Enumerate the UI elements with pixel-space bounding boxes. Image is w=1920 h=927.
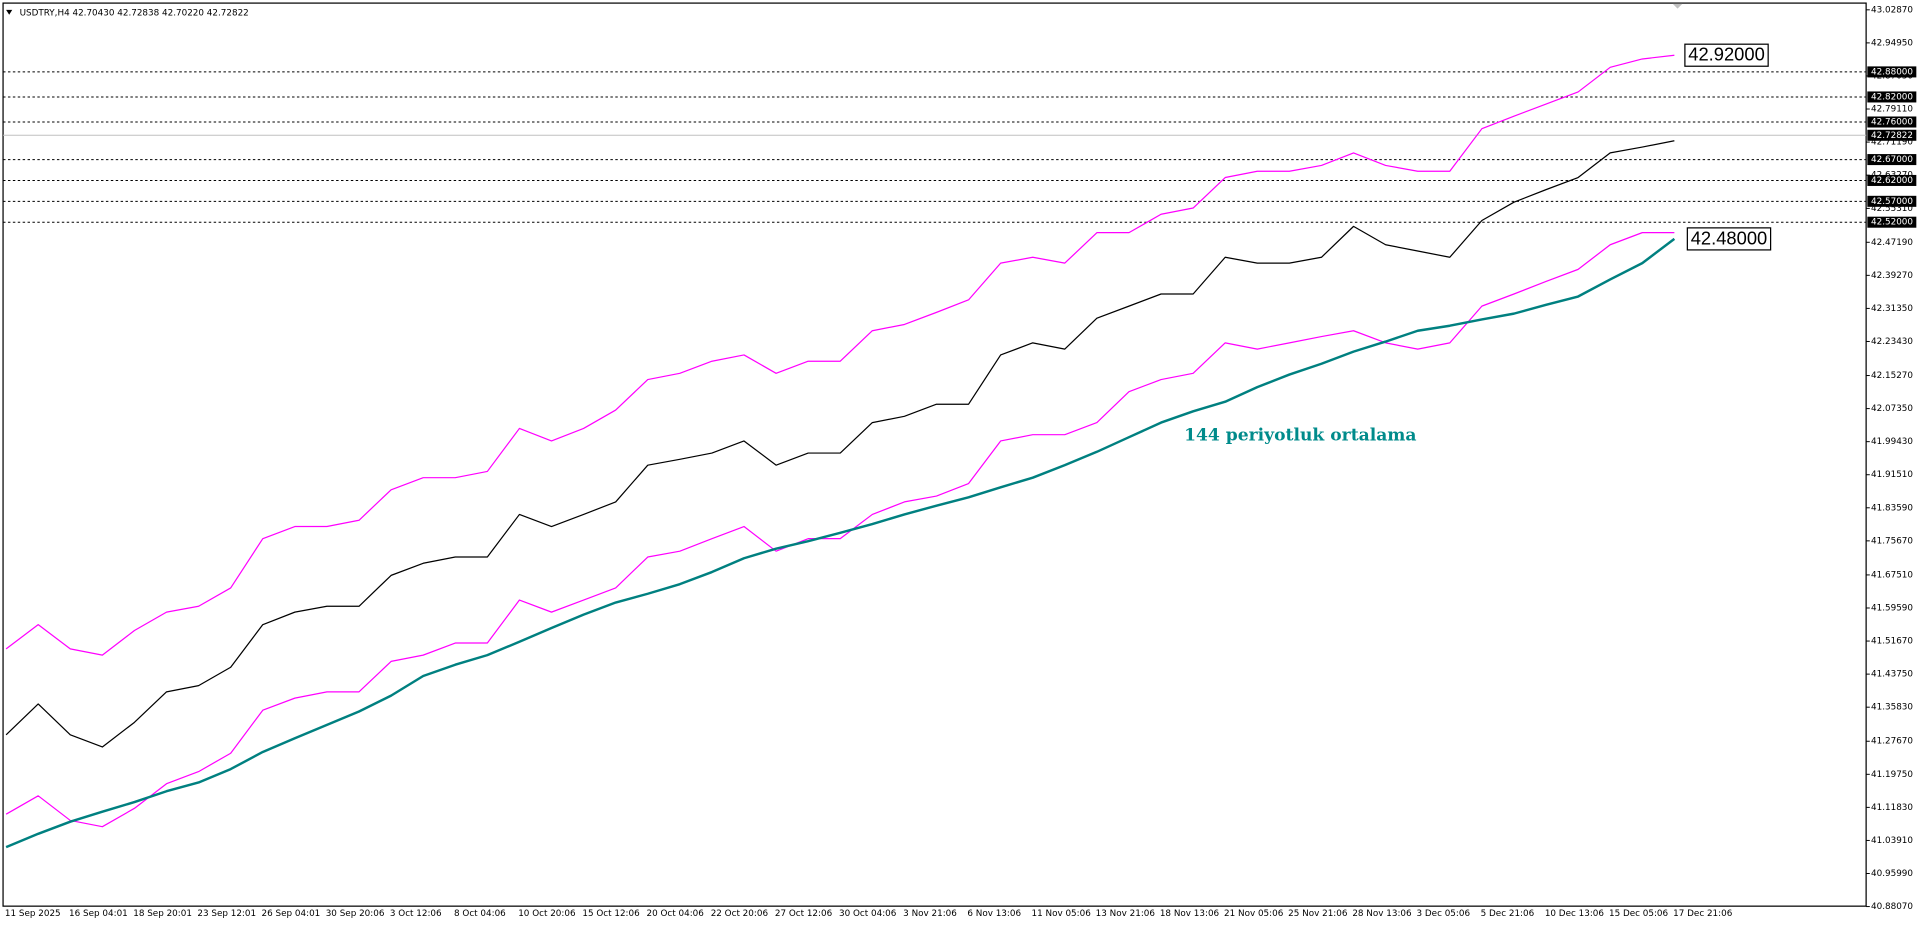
x-tick-label: 22 Oct 20:06 [711, 909, 769, 919]
y-tick-label: 41.03910 [1871, 836, 1913, 846]
y-tick-label: 40.88070 [1871, 902, 1913, 912]
y-tick-label: 40.95990 [1871, 869, 1913, 879]
x-tick-label: 30 Oct 04:06 [839, 909, 897, 919]
series-line [5, 54, 1675, 656]
series-line [5, 237, 1676, 849]
y-tick-label: 41.43750 [1871, 670, 1913, 680]
shift-marker [1672, 3, 1683, 9]
y-tick-label: 42.71190 [1871, 138, 1913, 148]
x-tick-label: 26 Sep 04:01 [262, 909, 321, 919]
x-tick-label: 8 Oct 04:06 [454, 909, 506, 919]
last-price-tag [1867, 129, 1917, 141]
price-box [1686, 227, 1772, 251]
symbol-menu-arrow[interactable] [6, 9, 13, 15]
level-tag [1867, 116, 1917, 128]
series-line [5, 232, 1675, 828]
x-tick-label: 6 Nov 13:06 [967, 909, 1021, 919]
x-tick-label: 15 Oct 12:06 [582, 909, 640, 919]
x-tick-label: 16 Sep 04:01 [69, 909, 128, 919]
x-tick-label: 10 Dec 13:06 [1545, 909, 1605, 919]
x-tick-label: 11 Sep 2025 [5, 909, 61, 919]
x-tick-label: 3 Dec 05:06 [1416, 909, 1470, 919]
x-tick-label: 18 Nov 13:06 [1160, 909, 1220, 919]
y-tick-label: 42.07350 [1871, 404, 1913, 414]
x-tick-label: 21 Nov 05:06 [1224, 909, 1284, 919]
y-tick-label: 42.31350 [1871, 304, 1913, 314]
y-tick-label: 42.15270 [1871, 371, 1913, 381]
plot-frame [2, 2, 1867, 907]
y-tick-label: 41.59590 [1871, 603, 1913, 613]
x-tick-label: 28 Nov 13:06 [1352, 909, 1412, 919]
y-tick-label: 42.55310 [1871, 204, 1913, 214]
level-tag [1867, 174, 1917, 186]
last-price-label: 42.72822 [1871, 131, 1913, 141]
level-label: 42.52000 [1871, 218, 1913, 228]
ma-annotation: 144 periyotluk ortalama [1184, 425, 1416, 445]
y-tick-label: 42.47190 [1871, 238, 1913, 248]
y-tick-label: 41.83590 [1871, 503, 1913, 513]
y-tick-label: 41.35830 [1871, 703, 1913, 713]
level-tag [1867, 154, 1917, 166]
x-tick-label: 3 Nov 21:06 [903, 909, 957, 919]
x-tick-label: 30 Sep 20:06 [326, 909, 385, 919]
x-tick-label: 10 Oct 20:06 [518, 909, 576, 919]
price-box [1684, 43, 1769, 67]
y-tick-label: 42.94950 [1871, 38, 1913, 48]
level-label: 42.76000 [1871, 118, 1913, 128]
y-tick-label: 42.39270 [1871, 271, 1913, 281]
y-tick-label: 42.79110 [1871, 105, 1913, 115]
y-tick-label: 41.19750 [1871, 770, 1913, 780]
y-tick-label: 42.23430 [1871, 337, 1913, 347]
level-label: 42.57000 [1871, 197, 1913, 207]
level-tag [1867, 91, 1917, 103]
x-tick-label: 5 Dec 21:06 [1481, 909, 1535, 919]
x-tick-label: 15 Dec 05:06 [1609, 909, 1669, 919]
y-tick-label: 41.99430 [1871, 437, 1913, 447]
y-tick-label: 41.75670 [1871, 536, 1913, 546]
level-tag [1867, 66, 1917, 78]
level-label: 42.62000 [1871, 176, 1913, 186]
x-tick-label: 13 Nov 21:06 [1096, 909, 1156, 919]
y-tick-label: 41.51670 [1871, 637, 1913, 647]
level-tag [1867, 195, 1917, 207]
x-tick-label: 18 Sep 20:01 [133, 909, 192, 919]
y-tick-label: 41.91510 [1871, 470, 1913, 480]
level-label: 42.88000 [1871, 67, 1913, 77]
x-tick-label: 23 Sep 12:01 [197, 909, 256, 919]
x-tick-label: 11 Nov 05:06 [1032, 909, 1092, 919]
level-tag [1867, 216, 1917, 228]
x-tick-label: 3 Oct 12:06 [390, 909, 442, 919]
x-tick-label: 25 Nov 21:06 [1288, 909, 1348, 919]
y-tick-label: 41.67510 [1871, 570, 1913, 580]
price-box-label: 42.48000 [1691, 227, 1768, 248]
x-tick-label: 20 Oct 04:06 [647, 909, 705, 919]
series-line [5, 140, 1675, 748]
level-label: 42.82000 [1871, 92, 1913, 102]
x-tick-label: 17 Dec 21:06 [1673, 909, 1733, 919]
y-tick-label: 41.27670 [1871, 737, 1913, 747]
y-tick-label: 41.11830 [1871, 803, 1913, 813]
y-tick-label: 43.02870 [1871, 5, 1913, 15]
x-tick-label: 27 Oct 12:06 [775, 909, 833, 919]
level-label: 42.67000 [1871, 155, 1913, 165]
price-box-label: 42.92000 [1688, 44, 1765, 65]
chart-title: USDTRY,H4 42.70430 42.72838 42.70220 42.… [20, 8, 249, 18]
